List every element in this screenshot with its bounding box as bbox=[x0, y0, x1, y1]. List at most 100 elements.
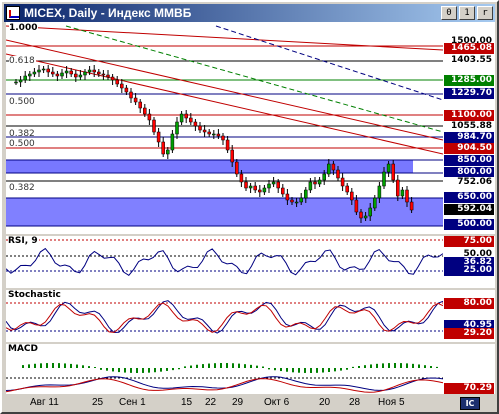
candle-body bbox=[202, 129, 207, 133]
price-level-label: 1055.88 bbox=[444, 121, 494, 132]
macd-bar bbox=[430, 366, 432, 368]
candle-body bbox=[391, 163, 395, 181]
macd-bar bbox=[310, 368, 312, 373]
price-level-label: 36.82 bbox=[444, 257, 494, 268]
candle-body bbox=[409, 201, 414, 211]
stochastic-k-line bbox=[6, 300, 443, 334]
macd-bar bbox=[286, 368, 288, 372]
candle-body bbox=[120, 83, 124, 89]
candle-body bbox=[78, 74, 83, 78]
title-bar[interactable]: MICEX, Daily - Индекс ММВБ 0 1 r bbox=[4, 4, 495, 22]
macd-bar bbox=[184, 366, 186, 368]
corner-button[interactable]: IC bbox=[460, 397, 480, 410]
macd-bar bbox=[52, 363, 54, 368]
price-level-label: 592.04 bbox=[444, 204, 494, 215]
candle-body bbox=[60, 72, 64, 77]
price-level-label: 650.00 bbox=[444, 192, 494, 203]
fib-label-2: 0.618 bbox=[9, 56, 36, 67]
candle-body bbox=[110, 76, 115, 81]
macd-bar bbox=[238, 363, 240, 368]
macd-bar bbox=[160, 368, 162, 372]
candle-body bbox=[14, 81, 18, 84]
macd-bar bbox=[148, 368, 150, 373]
macd-histogram bbox=[22, 363, 438, 373]
candle-body bbox=[235, 161, 239, 175]
zone-850-800 bbox=[6, 160, 413, 173]
macd-bar bbox=[196, 364, 198, 368]
macd-bar bbox=[28, 364, 30, 368]
macd-bar bbox=[298, 368, 300, 373]
candle-body bbox=[193, 121, 198, 127]
candle-body bbox=[331, 163, 336, 171]
price-level-label: 80.00 bbox=[444, 298, 494, 309]
macd-bar bbox=[268, 368, 270, 370]
time-label: 15 bbox=[181, 397, 193, 408]
time-label: Окт 6 bbox=[264, 397, 290, 408]
chart-app-icon[interactable] bbox=[6, 6, 20, 20]
candle-body bbox=[258, 189, 262, 193]
macd-panel[interactable]: MACD bbox=[6, 344, 443, 394]
candle-body bbox=[239, 173, 244, 183]
candle-body bbox=[74, 73, 78, 78]
candle-body bbox=[18, 79, 23, 83]
price-level-label: 752.06 bbox=[444, 177, 494, 188]
stochastic-panel[interactable]: Stochastic bbox=[6, 290, 443, 342]
price-chart-panel[interactable]: 1.000 0.618 0.500 0.382 0.500 0.382 bbox=[6, 22, 443, 234]
fib-label-1: 1.000 bbox=[9, 23, 39, 34]
time-label: 28 bbox=[349, 397, 361, 408]
rsi-panel[interactable]: RSI, 9 bbox=[6, 236, 443, 288]
candle-body bbox=[354, 199, 359, 213]
candle-body bbox=[248, 185, 253, 189]
macd-bar bbox=[82, 365, 84, 368]
close-button[interactable]: r bbox=[477, 6, 493, 20]
macd-bar bbox=[376, 363, 378, 368]
rsi-line bbox=[6, 247, 443, 276]
macd-bar bbox=[94, 366, 96, 368]
maximize-button[interactable]: 1 bbox=[459, 6, 475, 20]
price-scale[interactable]: 1500.00 1465.08 1403.55 1285.00 1229.70 1100.… bbox=[443, 22, 495, 234]
candle-body bbox=[92, 69, 96, 73]
macd-bar bbox=[58, 363, 60, 368]
macd-bar bbox=[34, 363, 36, 368]
macd-bar bbox=[244, 364, 246, 368]
candle-body bbox=[143, 107, 147, 115]
price-chart-canvas[interactable] bbox=[6, 22, 443, 234]
maximize-icon: 1 bbox=[464, 8, 470, 18]
minimize-button[interactable]: 0 bbox=[441, 6, 457, 20]
candle-body bbox=[336, 169, 340, 179]
macd-bar bbox=[292, 368, 294, 373]
macd-bar bbox=[328, 368, 330, 372]
window-title: MICEX, Daily - Индекс ММВБ bbox=[24, 6, 192, 20]
candle-body bbox=[32, 71, 37, 75]
macd-bar bbox=[76, 364, 78, 368]
macd-bar bbox=[232, 363, 234, 368]
macd-bar bbox=[112, 368, 114, 372]
candle-body bbox=[97, 71, 101, 75]
price-level-label: 1100.00 bbox=[444, 110, 494, 121]
rsi-canvas bbox=[6, 239, 443, 276]
macd-scale: 70.29 bbox=[443, 344, 495, 394]
candle-body bbox=[294, 201, 299, 204]
time-label: 29 bbox=[232, 397, 244, 408]
candle-body bbox=[363, 215, 368, 219]
macd-bar bbox=[88, 366, 90, 368]
candle-body bbox=[299, 197, 303, 203]
candle-body bbox=[221, 135, 225, 141]
candle-body bbox=[87, 69, 92, 73]
candle-body bbox=[124, 87, 129, 93]
candle-body bbox=[198, 125, 202, 131]
macd-bar bbox=[352, 366, 354, 368]
candle-body bbox=[386, 163, 391, 173]
candle-body bbox=[161, 141, 165, 155]
time-axis[interactable]: Авг 11 25 Сен 1 15 22 29 Окт 6 20 28 Ноя… bbox=[6, 396, 443, 411]
zone-650-500 bbox=[6, 198, 443, 226]
candle-body bbox=[225, 139, 230, 151]
macd-bar bbox=[412, 363, 414, 368]
candle-body bbox=[179, 113, 184, 123]
candle-body bbox=[262, 187, 267, 193]
candle-body bbox=[212, 133, 216, 136]
stochastic-d-line bbox=[6, 302, 443, 333]
candle-body bbox=[230, 149, 234, 163]
macd-bar bbox=[322, 368, 324, 373]
macd-bar bbox=[70, 363, 72, 368]
